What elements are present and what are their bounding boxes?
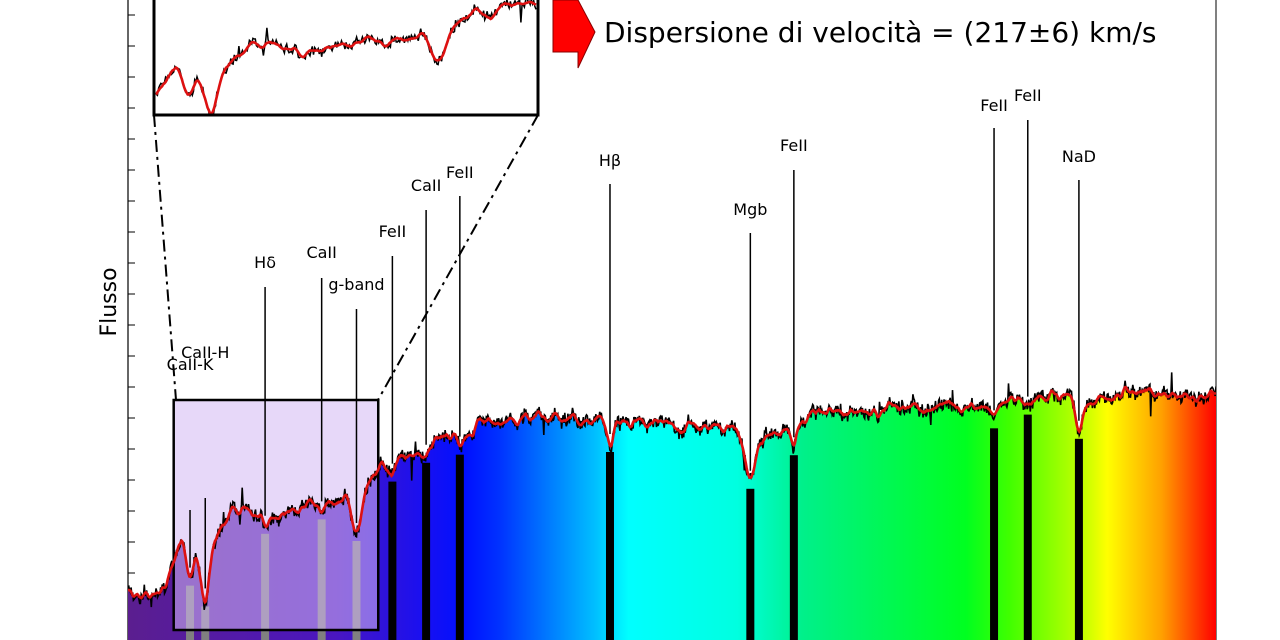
line-label-5: FeII [379,222,407,241]
y-axis-label: Flusso [97,267,122,336]
line-label-1: CaII-H [181,343,229,362]
absorption-bar-7 [455,454,464,640]
y-axis-ticks [128,14,135,636]
spectrum-fill [128,387,1216,640]
absorption-bar-8 [605,452,614,640]
line-label-4: g-band [328,275,384,294]
inset-frame [152,0,540,117]
velocity-dispersion-annotation: Dispersione di velocità = (217±6) km/s [604,16,1157,49]
zoom-connector-left [153,114,177,401]
line-label-2: Hδ [254,253,276,272]
line-label-10: FeII [780,136,808,155]
inset-panel [154,0,538,115]
line-label-11: FeII [980,96,1008,115]
absorption-bar-11 [990,428,999,640]
annotation-arrow [552,0,596,69]
line-label-8: Hβ [599,151,621,170]
inset-model-line [155,0,537,115]
line-label-3: CaII [306,243,336,262]
absorption-bar-5 [388,481,397,640]
zoom-region-box [172,398,380,632]
line-label-13: NaD [1062,147,1096,166]
line-label-0: CaII-K [167,355,214,374]
line-label-12: FeII [1014,86,1042,105]
absorption-bar-6 [422,462,431,640]
absorption-bar-10 [789,455,798,640]
line-label-9: Mgb [733,200,767,219]
line-label-6: CaII [411,176,441,195]
absorption-bar-9 [746,488,755,640]
absorption-bar-12 [1023,414,1032,640]
zoom-connector-right [377,114,539,401]
model-spectrum-line [128,385,1216,605]
line-label-7: FeII [446,163,474,182]
absorption-bar-13 [1074,438,1083,640]
